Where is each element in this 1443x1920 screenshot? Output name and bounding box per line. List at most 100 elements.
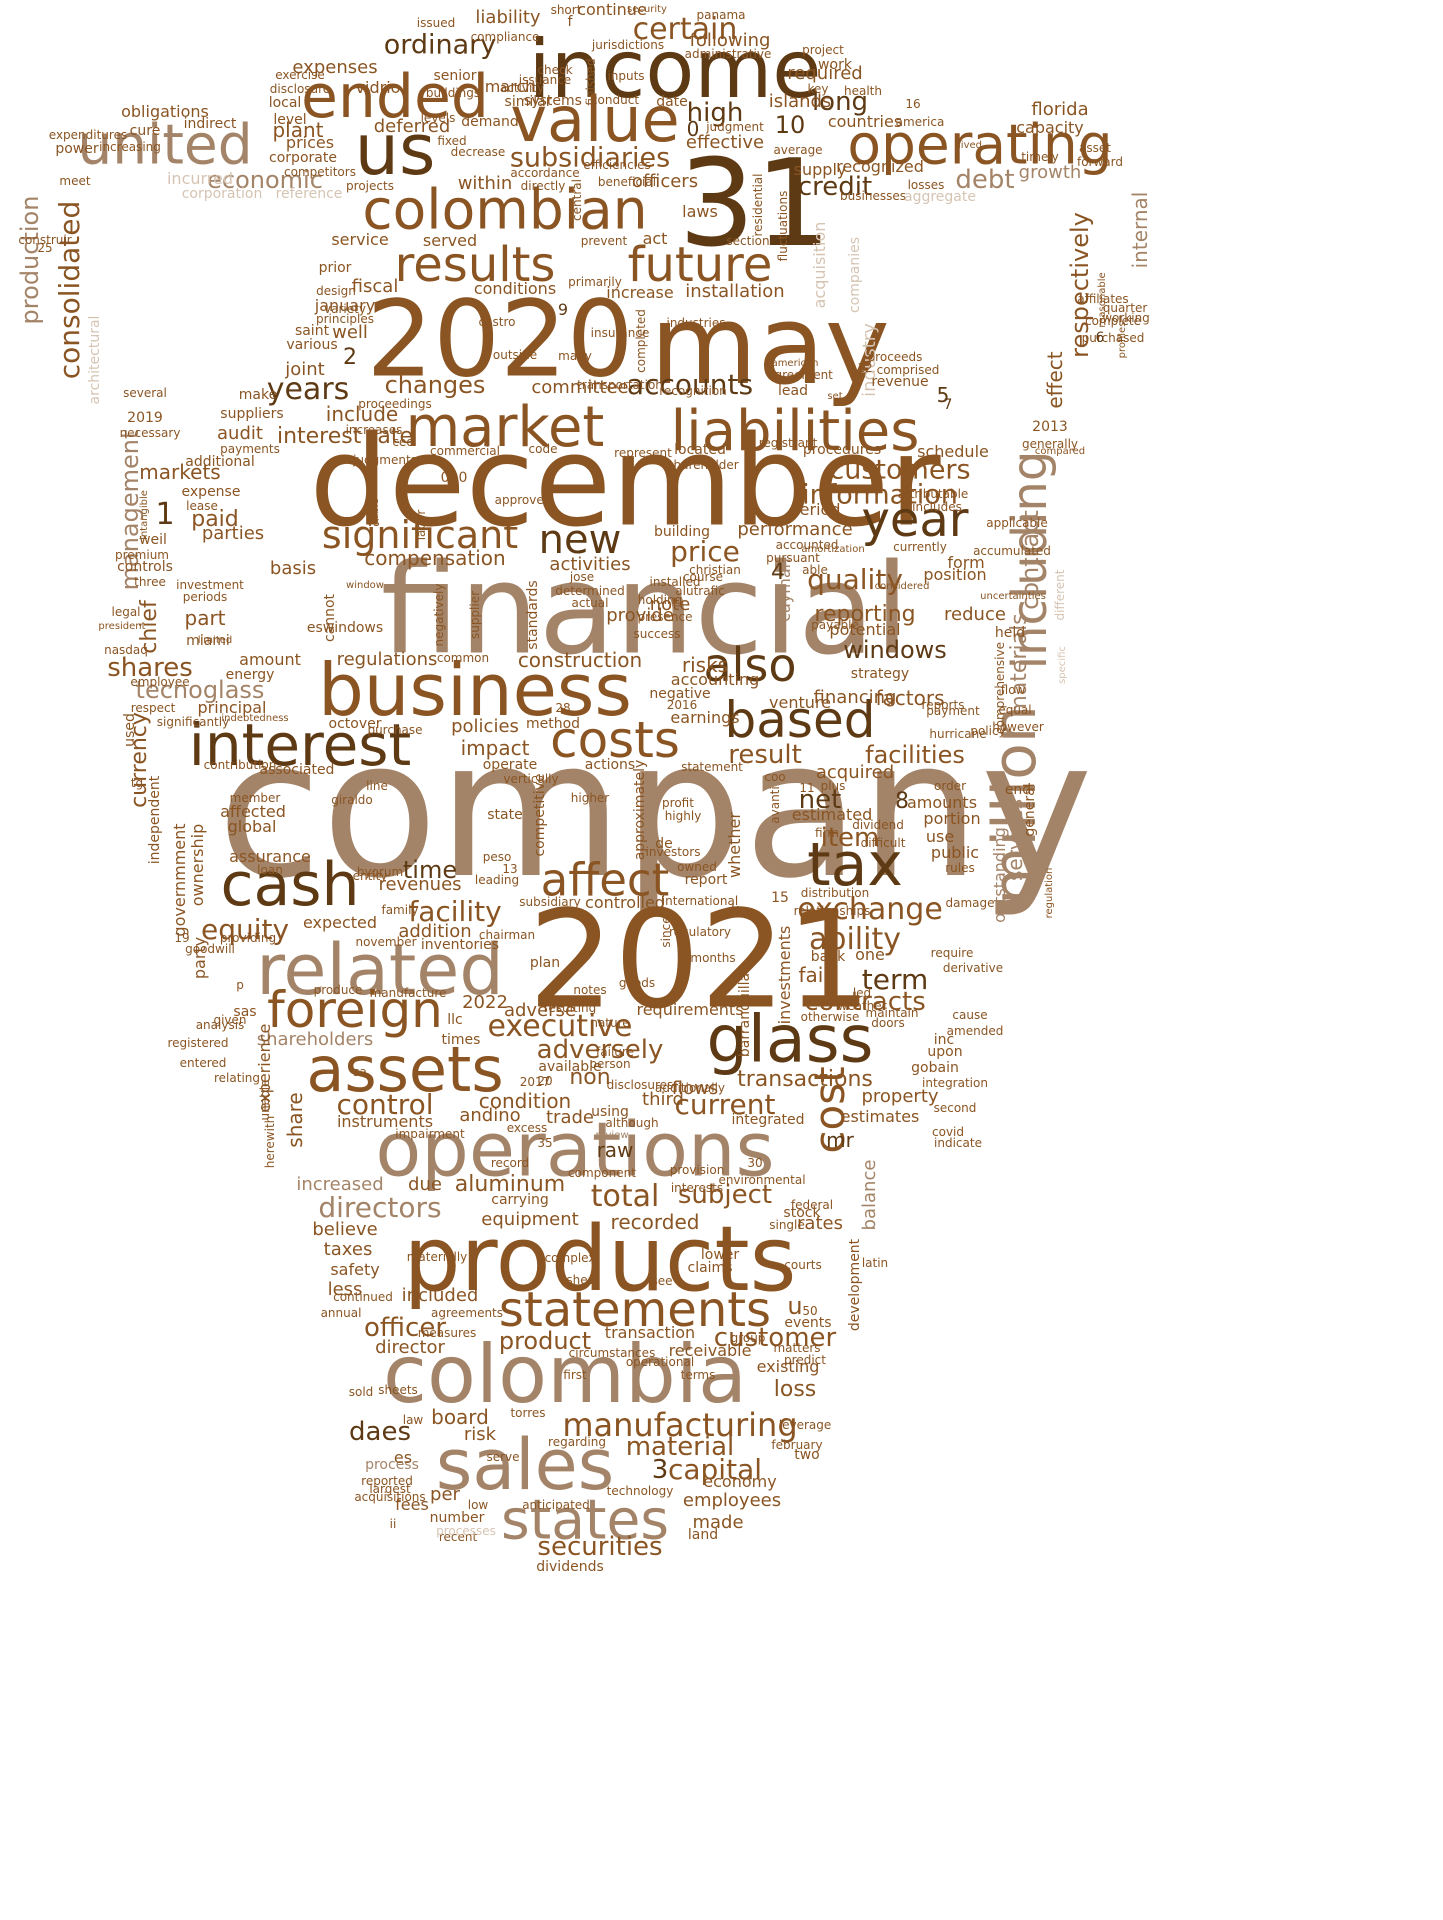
cloud-word: limited (197, 635, 233, 646)
cloud-word: claims (687, 1260, 733, 1276)
cloud-word: addition (398, 921, 472, 942)
cloud-word: cash (220, 850, 360, 920)
cloud-word: largest (369, 1482, 411, 1496)
cloud-word: reference (275, 186, 343, 202)
cloud-word: used (122, 713, 138, 747)
cloud-word: herewith (263, 1115, 277, 1169)
cloud-word: family (381, 903, 419, 917)
cloud-word: states (501, 1487, 669, 1552)
cloud-word: review (595, 1130, 629, 1141)
cloud-word: expenditures (48, 128, 128, 142)
cloud-word: courts (784, 1258, 822, 1272)
cloud-word: first (563, 1368, 587, 1382)
cloud-word: circumstances (568, 1346, 656, 1360)
cloud-word: principal (197, 698, 267, 717)
cloud-word: levels (420, 111, 456, 125)
cloud-word: law (402, 1413, 424, 1427)
cloud-word: goods (618, 976, 656, 990)
cloud-word: common (436, 651, 490, 665)
cloud-word: fixed (437, 134, 467, 148)
cloud-word: christian (689, 563, 741, 577)
cloud-word: director (375, 1337, 445, 1358)
cloud-word: america (895, 115, 945, 129)
cloud-word: internal (1128, 191, 1152, 269)
cloud-word: represent (614, 446, 672, 460)
cloud-word: since (659, 916, 673, 948)
cloud-word: equal (998, 703, 1032, 717)
cloud-word: method (525, 716, 581, 732)
cloud-word: one (855, 945, 885, 964)
cloud-word: short (550, 3, 582, 17)
cloud-word: directors (318, 1191, 442, 1224)
cloud-word: led (852, 986, 872, 1000)
cloud-word: sales (435, 1424, 615, 1506)
cloud-word: competitors (284, 165, 356, 179)
cloud-word: part (184, 606, 226, 630)
cloud-word: ceo (392, 435, 414, 449)
cloud-word: affect (540, 853, 670, 907)
cloud-word: low (467, 1498, 489, 1512)
cloud-word: although (605, 1116, 659, 1130)
cloud-word: products (403, 1207, 797, 1312)
cloud-word: entity (352, 869, 388, 883)
cloud-word: ability (809, 922, 901, 957)
cloud-word: applicable (986, 516, 1048, 530)
cloud-word: ii (389, 1517, 397, 1531)
cloud-word: currently (893, 540, 947, 554)
cloud-word: necessary (119, 426, 181, 440)
cloud-word: administrative (684, 47, 772, 61)
cloud-word: acquisition (810, 221, 829, 309)
cloud-word: 1 (155, 497, 175, 532)
cloud-word: high (686, 98, 744, 128)
cloud-word: primarily (568, 275, 622, 289)
cloud-word: giraldo (331, 793, 373, 807)
cloud-word: cannot (322, 593, 338, 643)
cloud-word: installation (685, 281, 785, 302)
cloud-word: condition (478, 1089, 572, 1113)
cloud-word: asset (1079, 141, 1111, 155)
cloud-word: well (332, 322, 368, 343)
cloud-word: fair (798, 963, 832, 987)
cloud-word: various (286, 337, 338, 353)
cloud-word: presence (637, 610, 693, 624)
cloud-word: ordinary (383, 29, 497, 61)
cloud-word: set (827, 391, 843, 402)
cloud-word: providing (219, 931, 277, 945)
cloud-word: group (730, 1331, 766, 1345)
cloud-word: able (802, 563, 828, 577)
cloud-word: check (537, 63, 573, 77)
cloud-word: accounting (670, 670, 760, 689)
cloud-word: environmental (718, 1173, 806, 1187)
cloud-word: considered (874, 581, 930, 592)
cloud-word: given (213, 1013, 247, 1027)
cloud-word: nature (590, 1016, 630, 1030)
cloud-word: compensation (364, 546, 506, 570)
cloud-word: accounts (626, 368, 754, 401)
cloud-word: coo (764, 770, 786, 784)
cloud-word: us (354, 109, 436, 191)
cloud-word: make (238, 387, 278, 403)
cloud-word: person (589, 1057, 631, 1071)
cloud-word: 11 (799, 781, 815, 795)
cloud-word: portion (923, 809, 981, 828)
cloud-word: assets (306, 1033, 504, 1106)
cloud-word: bank (810, 949, 846, 965)
cloud-word: manufacturing (562, 1406, 798, 1444)
cloud-word: damage (945, 896, 995, 910)
cloud-word: months (690, 951, 736, 965)
cloud-word: revenue (871, 374, 929, 390)
cloud-word: 30 (747, 1156, 763, 1170)
cloud-word: directly (520, 179, 566, 193)
cloud-word: increasing (99, 140, 161, 154)
cloud-word: carrying (491, 1192, 549, 1208)
cloud-word: 2020 (366, 278, 634, 401)
cloud-word: 15 (771, 890, 789, 906)
cloud-word: projects (346, 179, 394, 193)
cloud-word: technology (606, 1484, 674, 1498)
cloud-word: code (528, 442, 558, 456)
cloud-word: castro (478, 315, 516, 329)
cloud-word: equipment (481, 1209, 579, 1230)
cloud-word: 10 (774, 111, 806, 139)
cloud-word: transactions (737, 1067, 873, 1092)
cloud-word: capital (667, 1453, 763, 1486)
